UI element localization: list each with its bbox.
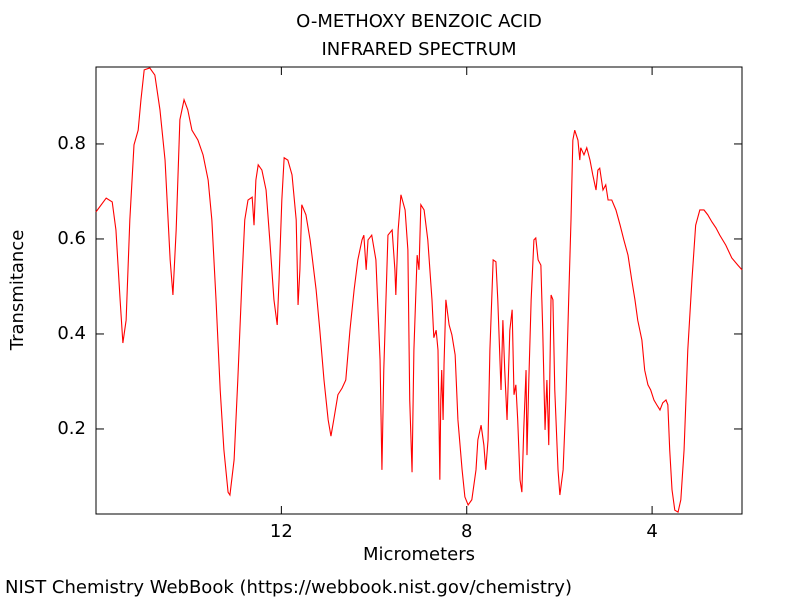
y-tick-label: 0.2	[57, 418, 86, 439]
x-tick-label: 8	[461, 521, 472, 542]
x-tick-label: 4	[646, 521, 657, 542]
chart-subtitle: INFRARED SPECTRUM	[321, 39, 516, 60]
y-axis-label: Transmitance	[7, 230, 28, 352]
y-tick-label: 0.4	[57, 323, 86, 344]
y-tick-label: 0.8	[57, 133, 86, 154]
plot-frame	[95, 66, 743, 515]
x-axis-label: Micrometers	[363, 544, 475, 565]
source-note: NIST Chemistry WebBook (https://webbook.…	[5, 577, 572, 598]
y-tick-label: 0.6	[57, 228, 86, 249]
chart-title: O-METHOXY BENZOIC ACID	[296, 11, 542, 32]
x-tick-label: 12	[270, 521, 293, 542]
spectrum-line	[95, 67, 743, 513]
